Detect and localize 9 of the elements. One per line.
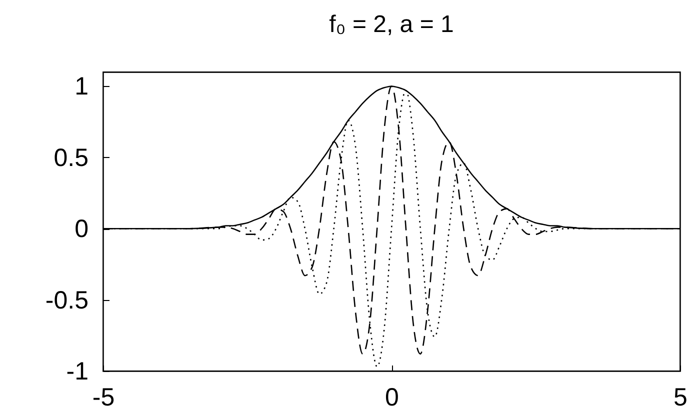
y-tick-label: -0.5 [45,286,88,314]
y-tick-label: 0 [74,215,88,244]
x-tick-label: 0 [385,384,399,409]
y-tick-label: 1 [74,72,88,101]
y-tick-label: -1 [66,358,88,386]
x-tick-label: 5 [674,384,688,409]
x-tick-label: -5 [92,384,115,409]
chart-title: f₀ = 2, a = 1 [329,11,454,38]
y-tick-label: 0.5 [54,144,88,172]
